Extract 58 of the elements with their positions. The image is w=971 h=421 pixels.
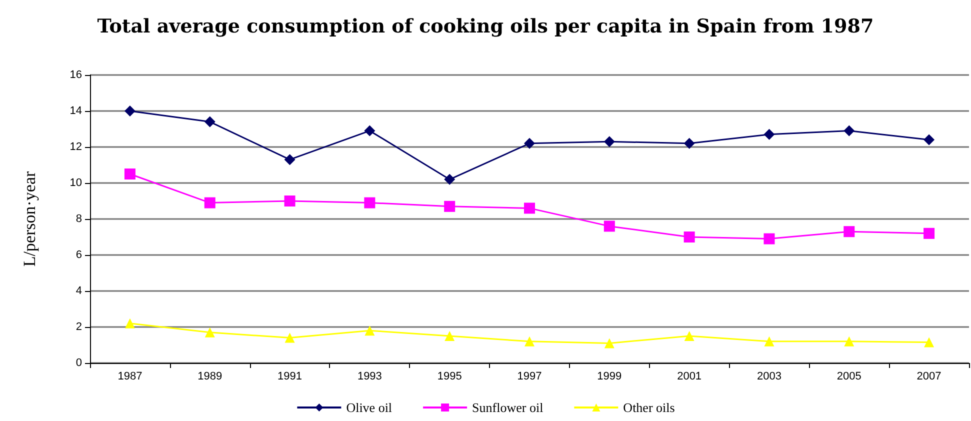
point — [444, 331, 455, 341]
point — [604, 136, 615, 148]
chart-title: Total average consumption of cooking oils per capita in Spain from 1987 — [97, 16, 874, 38]
point — [204, 116, 216, 128]
y-tick-label: 16 — [70, 69, 82, 81]
point — [524, 202, 535, 214]
point — [284, 196, 296, 206]
x-tick-label: 1997 — [517, 370, 542, 382]
y-tick-label: 4 — [76, 285, 82, 297]
x-tick-label: 1989 — [198, 370, 222, 382]
y-tick-label: 14 — [70, 105, 82, 117]
point — [764, 233, 775, 244]
point — [204, 197, 216, 208]
point — [684, 331, 694, 341]
x-tick-label: 2007 — [916, 370, 942, 382]
point — [364, 125, 376, 136]
x-tick-label: 2003 — [756, 370, 782, 382]
x-tick-label: 1987 — [118, 370, 142, 382]
point — [844, 226, 855, 238]
point — [764, 336, 774, 346]
point — [284, 332, 295, 343]
point — [684, 232, 695, 242]
y-tick-label: 2 — [76, 321, 82, 333]
point — [684, 138, 695, 149]
point — [204, 327, 215, 338]
y-tick-label: 6 — [76, 249, 82, 261]
x-tick-label: 2001 — [677, 370, 702, 382]
point — [844, 125, 855, 136]
point — [604, 338, 614, 348]
point — [124, 318, 135, 328]
point — [524, 138, 535, 149]
point — [364, 197, 376, 208]
x-tick-label: 1993 — [357, 370, 382, 382]
point — [364, 326, 375, 336]
point — [124, 168, 136, 180]
y-tick-label: 8 — [76, 213, 82, 225]
point — [604, 220, 615, 232]
point — [844, 336, 854, 346]
x-tick-label: 1999 — [597, 370, 622, 382]
point — [924, 337, 934, 348]
y-tick-label: 0 — [76, 357, 82, 369]
point — [524, 336, 534, 346]
x-tick-label: 2005 — [836, 370, 862, 382]
legend-label: Olive oil — [346, 400, 392, 415]
point — [444, 200, 456, 212]
point — [764, 128, 775, 140]
point — [444, 174, 456, 185]
point — [924, 134, 935, 146]
point — [924, 228, 935, 239]
y-tick-label: 10 — [70, 177, 82, 189]
legend-label: Sunflower oil — [472, 400, 544, 415]
legend-label: Other oils — [623, 400, 675, 415]
y-tick-label: 12 — [70, 141, 82, 153]
point — [284, 154, 296, 166]
x-tick-label: 1995 — [437, 370, 462, 382]
x-tick-label: 1991 — [278, 370, 302, 382]
y-axis-title: L/person·year — [20, 170, 39, 267]
point — [124, 106, 136, 116]
